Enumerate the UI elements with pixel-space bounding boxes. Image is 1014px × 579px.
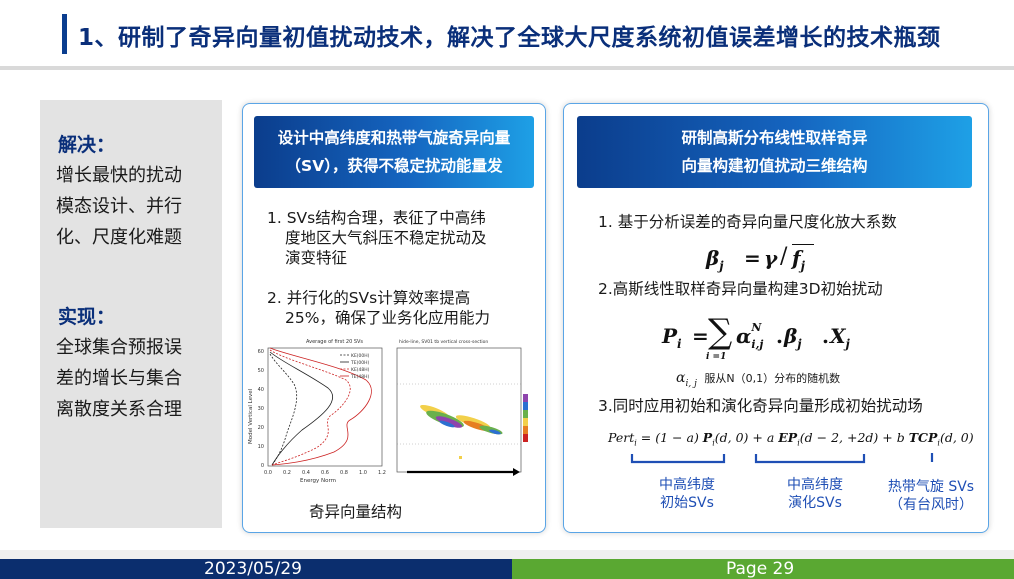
label-line: 演化SVs xyxy=(788,495,842,511)
achieve-line: 全球集合预报误 xyxy=(56,337,182,358)
legend-label: KE(48H) xyxy=(351,367,370,373)
legend-label: TE(48H) xyxy=(350,374,369,380)
ytick: 40 xyxy=(258,387,264,393)
contour-blob xyxy=(489,429,501,435)
ytick: 20 xyxy=(258,425,264,431)
title-accent-bar xyxy=(62,14,67,54)
achieve-text: 全球集合预报误 差的增长与集合 离散度关系合理 xyxy=(56,332,218,425)
achieve-line: 离散度关系合理 xyxy=(56,399,182,420)
colorbar-swatch xyxy=(523,426,528,434)
xtick: 0.6 xyxy=(321,470,329,476)
colorbar-swatch xyxy=(523,410,528,418)
item-line: 度地区大气斜压不稳定扰动及 xyxy=(285,229,487,247)
item-line: 演变特征 xyxy=(285,249,348,267)
plot-title: hide-line, SV01 tb vertical cross-sectio… xyxy=(399,339,488,345)
sv-design-panel: 设计中高纬度和热带气旋奇异向量 （SV），获得不稳定扰动能量发 1. SVs结构… xyxy=(242,103,546,533)
xtick: 0.8 xyxy=(340,470,348,476)
sv-item-2: 2. 并行化的SVs计算效率提高 25%，确保了业务化应用能力 xyxy=(267,288,537,328)
left-summary-panel: 解决： 增长最快的扰动 模态设计、并行 化、尺度化难题 实现： 全球集合预报误 … xyxy=(40,100,222,528)
te48h-curve xyxy=(269,347,372,466)
solve-line: 增长最快的扰动 xyxy=(56,165,182,186)
sv-item-1: 1. SVs结构合理，表征了中高纬 度地区大气斜压不稳定扰动及 演变特征 xyxy=(267,208,537,268)
xtick: 0.4 xyxy=(302,470,310,476)
formula-scaling-coefficient: βj = γ / fj xyxy=(706,240,846,276)
ytick: 10 xyxy=(258,444,264,450)
label-line: （有台风时） xyxy=(889,497,973,513)
item-line: 1. SVs结构合理，表征了中高纬 xyxy=(267,209,486,227)
sv-design-header: 设计中高纬度和热带气旋奇异向量 （SV），获得不稳定扰动能量发 xyxy=(254,116,534,188)
gaussian-sampling-header: 研制高斯分布线性取样奇异 向量构建初值扰动三维结构 xyxy=(577,116,972,188)
ke48h-curve xyxy=(269,349,351,466)
axis-arrow-head xyxy=(513,468,520,476)
footer-date: 2023/05/29 xyxy=(204,559,302,579)
contour-blob xyxy=(435,416,463,428)
legend-label: TE(00H) xyxy=(350,360,369,366)
gs-item-3: 3.同时应用初始和演化奇异向量形成初始扰动场 xyxy=(598,397,923,415)
te00h-curve xyxy=(269,351,334,466)
sv-cross-section-plot: hide-line, SV01 tb vertical cross-sectio… xyxy=(396,339,528,476)
footer-right: Page 29 xyxy=(512,559,1014,579)
slide-title: 1、研制了奇异向量初值扰动技术，解决了全球大尺度系统初值误差增长的技术瓶颈 xyxy=(78,25,941,51)
colorbar-swatch xyxy=(523,418,528,426)
solve-line: 模态设计、并行 xyxy=(56,196,182,217)
legend-label: KE(00H) xyxy=(351,353,370,359)
achieve-line: 差的增长与集合 xyxy=(56,368,182,389)
xtick: 0.2 xyxy=(283,470,291,476)
item-line: 25%，确保了业务化应用能力 xyxy=(285,309,490,327)
header-line: （SV），获得不稳定扰动能量发 xyxy=(285,157,503,175)
contour-blob xyxy=(439,420,455,428)
label-tc-svs: 热带气旋 SVs （有台风时） xyxy=(876,478,986,514)
solve-text: 增长最快的扰动 模态设计、并行 化、尺度化难题 xyxy=(56,160,218,253)
plot-frame xyxy=(396,347,522,473)
alpha-note-text: 服从N（0,1）分布的随机数 xyxy=(704,372,841,385)
plot-ylabel: Model Vertical Level xyxy=(248,388,254,444)
label-line: 中高纬度 xyxy=(787,477,843,493)
formula-perturbation-construction: Pi = ∑ i =1 αi,jN . βj . Xj xyxy=(662,312,850,362)
ke00h-curve xyxy=(269,353,298,466)
ytick: 50 xyxy=(258,368,264,374)
contour-blob xyxy=(459,456,462,459)
colorbar-swatch xyxy=(523,402,528,410)
plot-xlabel: Energy Norm xyxy=(300,478,336,484)
xtick: 1.2 xyxy=(378,470,386,476)
label-initial-svs: 中高纬度 初始SVs xyxy=(642,476,732,512)
formula-term-brackets xyxy=(630,453,934,464)
gs-item-2: 2.高斯线性取样奇异向量构建3D初始扰动 xyxy=(598,280,883,298)
achieve-heading: 实现： xyxy=(58,306,116,328)
label-line: 中高纬度 xyxy=(659,477,715,493)
header-line: 研制高斯分布线性取样奇异 xyxy=(681,129,868,147)
solve-line: 化、尺度化难题 xyxy=(56,227,182,248)
sv-energy-profile-plot: Average of first 20 SVs Model Vertical L… xyxy=(248,339,386,484)
colorbar-swatch xyxy=(523,434,528,442)
plot-title: Average of first 20 SVs xyxy=(306,339,363,345)
xtick: 0.0 xyxy=(264,470,272,476)
plot-frame xyxy=(267,347,383,467)
label-line: 初始SVs xyxy=(660,495,714,511)
ytick: 0 xyxy=(261,463,264,469)
item-line: 2. 并行化的SVs计算效率提高 xyxy=(267,289,471,307)
footer-left: 2023/05/29 xyxy=(0,559,512,579)
solve-heading: 解决： xyxy=(58,134,116,156)
ytick: 60 xyxy=(258,349,264,355)
formula-combined-perturbation: Perti = (1 − a) Pi(d, 0) + a EPi(d − 2, … xyxy=(608,430,974,448)
label-evolved-svs: 中高纬度 演化SVs xyxy=(770,476,860,512)
bracket-evolved-svs xyxy=(754,454,866,464)
xtick: 1.0 xyxy=(359,470,367,476)
colorbar-swatch xyxy=(523,394,528,402)
gaussian-sampling-panel: 研制高斯分布线性取样奇异 向量构建初值扰动三维结构 1. 基于分析误差的奇异向量… xyxy=(563,103,989,533)
alpha-distribution-note: αi, j 服从N（0,1）分布的随机数 xyxy=(676,370,841,389)
gs-item-1: 1. 基于分析误差的奇异向量尺度化放大系数 xyxy=(598,213,897,231)
footer-separator xyxy=(0,550,1014,559)
footer-page-number: Page 29 xyxy=(726,559,795,579)
bracket-initial-svs xyxy=(630,454,726,464)
ytick: 30 xyxy=(258,406,264,412)
label-line: 热带气旋 SVs xyxy=(887,479,975,495)
header-line: 设计中高纬度和热带气旋奇异向量 xyxy=(277,129,511,147)
title-bar: 1、研制了奇异向量初值扰动技术，解决了全球大尺度系统初值误差增长的技术瓶颈 xyxy=(0,0,1014,70)
figure-caption: 奇异向量结构 xyxy=(309,503,403,521)
header-line: 向量构建初值扰动三维结构 xyxy=(681,157,868,175)
